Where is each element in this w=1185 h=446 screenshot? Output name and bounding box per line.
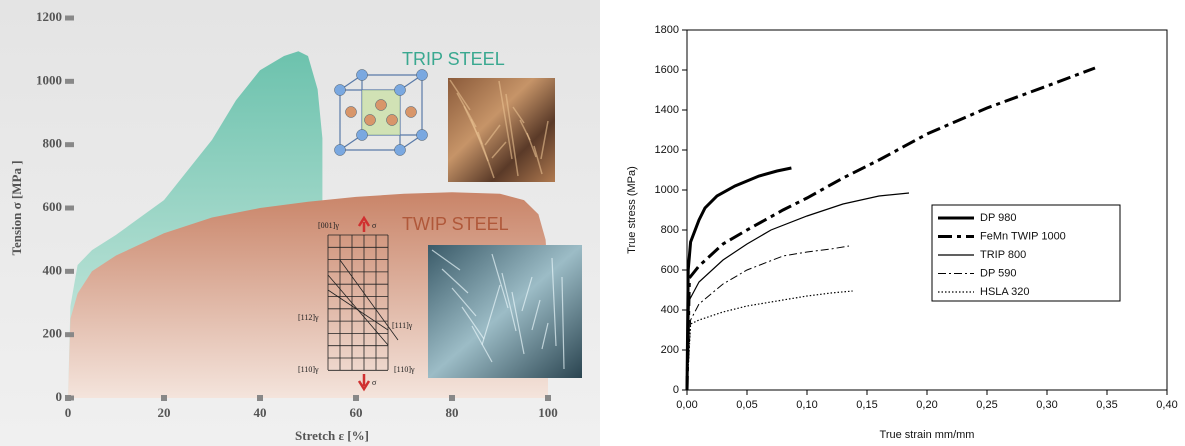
annotation: [111]γ bbox=[392, 321, 413, 330]
x-tick bbox=[257, 395, 263, 401]
x-tick-label: 0,40 bbox=[1156, 399, 1177, 411]
x-tick-label: 0,00 bbox=[676, 399, 697, 411]
x-tick-label: 0 bbox=[65, 405, 72, 420]
x-tick-label: 60 bbox=[350, 405, 363, 420]
y-tick-label: 800 bbox=[43, 136, 63, 151]
atom bbox=[346, 107, 357, 118]
legend-label: FeMn TWIP 1000 bbox=[980, 230, 1066, 242]
y-tick bbox=[65, 269, 74, 274]
x-tick-label: 0,15 bbox=[856, 399, 877, 411]
atom bbox=[365, 115, 376, 126]
x-tick bbox=[449, 395, 455, 401]
x-tick-label: 100 bbox=[538, 405, 558, 420]
y-tick-label: 1600 bbox=[655, 64, 679, 76]
atom bbox=[357, 70, 368, 81]
y-axis-label: True stress (MPa) bbox=[626, 166, 638, 254]
y-tick bbox=[65, 16, 74, 21]
y-tick bbox=[65, 332, 74, 337]
figure: 020406080100020040060080010001200Stretch… bbox=[0, 0, 1185, 446]
x-tick-label: 0,30 bbox=[1036, 399, 1057, 411]
y-tick-label: 1800 bbox=[655, 24, 679, 36]
legend: DP 980 FeMn TWIP 1000 TRIP 800 DP 590 HSLA 3… bbox=[932, 205, 1120, 301]
y-tick-label: 0 bbox=[673, 384, 679, 396]
x-tick-label: 0,10 bbox=[796, 399, 817, 411]
x-tick-label: 0,25 bbox=[976, 399, 997, 411]
y-tick-label: 800 bbox=[661, 224, 679, 236]
y-tick bbox=[65, 79, 74, 84]
atom bbox=[335, 85, 346, 96]
line bbox=[687, 246, 849, 390]
atom bbox=[387, 115, 398, 126]
x-tick bbox=[545, 395, 551, 401]
cube-plane bbox=[362, 90, 400, 135]
y-tick-label: 1400 bbox=[655, 104, 679, 116]
legend-label: HSLA 320 bbox=[980, 286, 1030, 298]
y-tick-label: 400 bbox=[43, 262, 63, 277]
atom bbox=[417, 70, 428, 81]
series-label: TWIP STEEL bbox=[402, 214, 509, 234]
legend-label: DP 590 bbox=[980, 267, 1017, 279]
series-label: TRIP STEEL bbox=[402, 49, 505, 69]
annotation: σ bbox=[372, 221, 377, 230]
atom bbox=[376, 100, 387, 111]
y-tick-label: 1200 bbox=[655, 144, 679, 156]
x-tick bbox=[161, 395, 167, 401]
annotation: [001]γ bbox=[318, 221, 339, 230]
x-tick-label: 40 bbox=[254, 405, 267, 420]
annotation: [110]γ bbox=[394, 365, 415, 374]
y-tick-label: 200 bbox=[43, 326, 63, 341]
atom bbox=[395, 85, 406, 96]
y-tick-label: 1200 bbox=[36, 9, 62, 24]
y-tick-label: 600 bbox=[43, 199, 63, 214]
y-tick bbox=[65, 206, 74, 211]
x-axis-label: True strain mm/mm bbox=[880, 429, 975, 441]
x-tick-label: 0,05 bbox=[736, 399, 757, 411]
y-tick-label: 1000 bbox=[36, 72, 62, 87]
annotation: [112]γ bbox=[298, 313, 319, 322]
y-tick bbox=[65, 396, 74, 401]
y-tick-label: 1000 bbox=[655, 184, 679, 196]
x-tick bbox=[353, 395, 359, 401]
x-tick-label: 0,20 bbox=[916, 399, 937, 411]
x-tick-label: 20 bbox=[158, 405, 171, 420]
atom bbox=[357, 130, 368, 141]
y-axis-label: Tension σ [MPa ] bbox=[9, 160, 24, 255]
x-axis-label: Stretch ε [%] bbox=[295, 428, 369, 443]
x-tick-label: 80 bbox=[446, 405, 459, 420]
line bbox=[687, 193, 909, 390]
y-tick-label: 600 bbox=[661, 264, 679, 276]
annotation: [110]γ bbox=[298, 365, 319, 374]
y-tick-label: 400 bbox=[661, 304, 679, 316]
y-tick-label: 0 bbox=[56, 389, 63, 404]
annotation: σ bbox=[372, 378, 377, 387]
x-tick-label: 0,35 bbox=[1096, 399, 1117, 411]
twip-micrograph bbox=[428, 245, 582, 378]
legend-label: TRIP 800 bbox=[980, 249, 1026, 261]
atom bbox=[335, 145, 346, 156]
y-tick bbox=[65, 142, 74, 147]
atom bbox=[395, 145, 406, 156]
atom bbox=[417, 130, 428, 141]
atom bbox=[406, 107, 417, 118]
y-tick-label: 200 bbox=[661, 344, 679, 356]
line bbox=[687, 291, 853, 390]
legend-label: DP 980 bbox=[980, 212, 1017, 224]
